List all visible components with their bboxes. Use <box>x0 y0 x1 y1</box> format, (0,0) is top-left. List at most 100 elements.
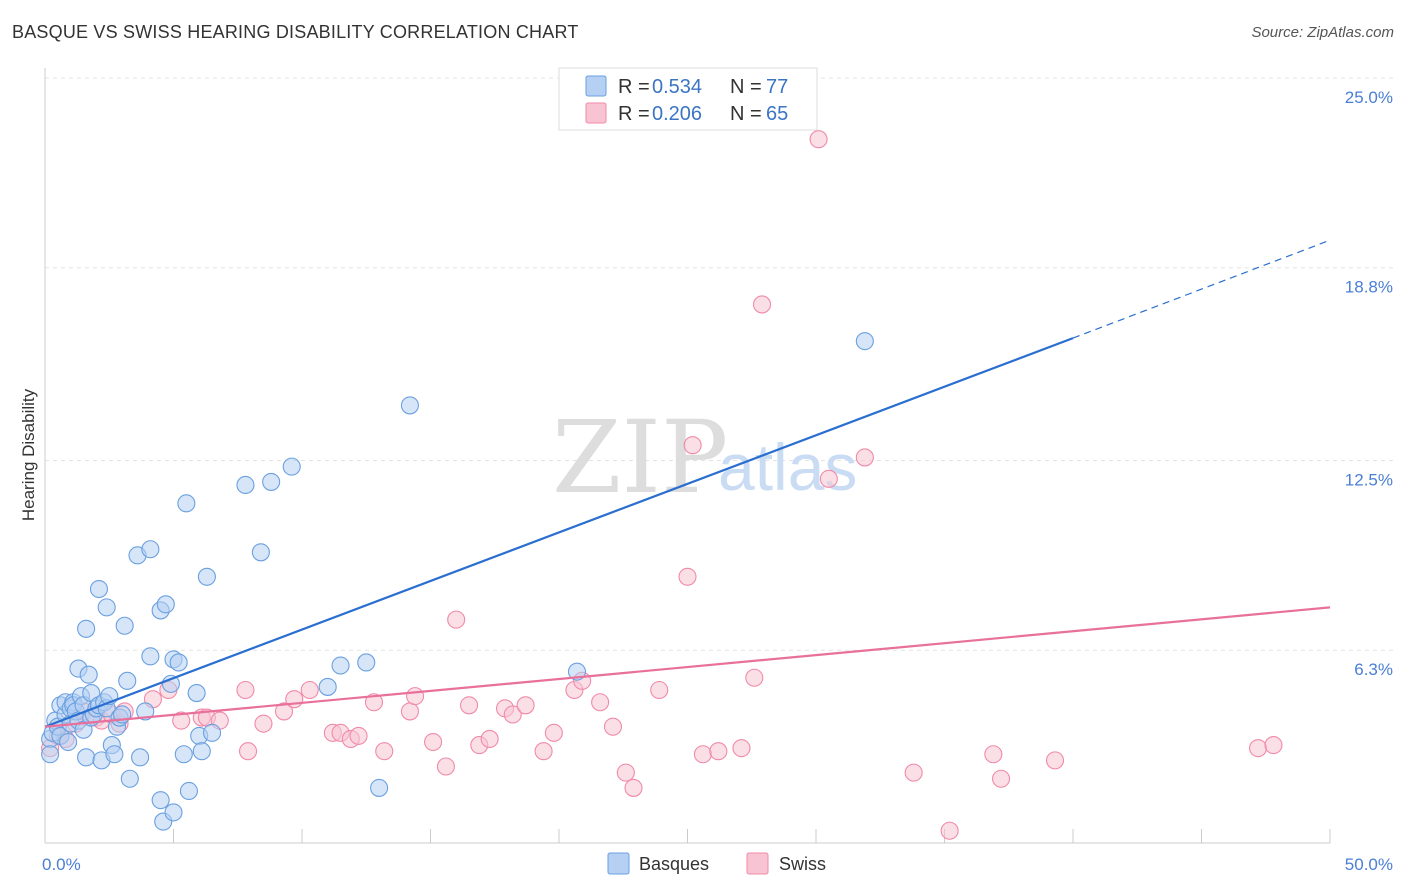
swiss-point <box>855 448 874 467</box>
watermark-atlas: atlas <box>718 430 857 504</box>
swiss-point <box>809 130 828 149</box>
basques-trend-line-dashed <box>1072 239 1331 339</box>
bottom-legend-swatch-basques <box>607 852 630 875</box>
watermark-zip: ZIP <box>552 399 728 516</box>
trend-lines <box>44 239 1331 728</box>
swiss-point <box>364 693 384 712</box>
swiss-point <box>349 726 368 745</box>
basques-point <box>156 595 175 614</box>
swiss-point <box>904 763 923 782</box>
basques-point <box>59 732 78 752</box>
swiss-point <box>591 693 610 712</box>
swiss-point <box>375 742 394 761</box>
basques-point <box>192 742 211 761</box>
legend-r-value-basques: 0.534 <box>652 76 702 98</box>
swiss-point <box>940 821 959 840</box>
swiss-point <box>732 739 751 758</box>
legend-n-value-swiss: 65 <box>766 103 788 125</box>
swiss-point <box>1045 751 1065 770</box>
basques-point <box>262 472 281 491</box>
basques-point <box>89 579 109 599</box>
legend-n-label-basques: N = <box>730 76 762 98</box>
swiss-point <box>745 668 764 687</box>
swiss-point <box>406 687 425 706</box>
swiss-point <box>436 757 455 776</box>
bottom-legend-label-swiss: Swiss <box>779 854 826 874</box>
chart-title: BASQUE VS SWISS HEARING DISABILITY CORRE… <box>12 22 579 42</box>
swiss-point <box>1264 736 1283 755</box>
basques-point <box>197 567 216 586</box>
basques-point <box>131 748 150 767</box>
x-tick-labels: 0.0% 50.0% <box>42 855 1393 874</box>
x-tick-label: 0.0% <box>42 855 81 874</box>
legend-r-label-swiss: R = <box>618 103 650 125</box>
basques-point <box>79 665 98 684</box>
swiss-point <box>300 680 319 700</box>
swiss-point <box>991 769 1011 788</box>
legend-r-label-basques: R = <box>618 76 650 98</box>
swiss-point <box>516 696 535 715</box>
basques-point <box>331 656 350 675</box>
swiss-point <box>752 295 772 314</box>
grid-lines <box>45 77 1395 651</box>
basques-point <box>187 684 206 703</box>
swiss-point <box>544 723 563 742</box>
swiss-point <box>254 714 273 733</box>
basques-point <box>177 494 196 513</box>
swiss-point <box>693 745 712 764</box>
swiss-point <box>624 778 643 797</box>
basques-point <box>282 457 301 476</box>
x-tick-label: 50.0% <box>1345 855 1393 874</box>
swiss-trend-line <box>44 606 1331 728</box>
basques-point <box>151 791 170 810</box>
y-axis-title: Hearing Disability <box>19 388 38 521</box>
swiss-point <box>480 729 499 749</box>
basques-point <box>236 475 255 495</box>
basques-point <box>136 702 155 721</box>
basques-trend-line <box>44 337 1074 728</box>
basques-point <box>179 781 198 801</box>
basques-point <box>77 748 96 767</box>
swiss-point <box>709 742 728 761</box>
y-tick-label: 12.5% <box>1345 471 1393 490</box>
legend-n-value-basques: 77 <box>766 76 788 98</box>
watermark: ZIP atlas <box>552 399 857 516</box>
basques-point <box>141 647 160 666</box>
swiss-point <box>172 711 191 730</box>
swiss-point <box>603 717 623 736</box>
swiss-point <box>650 680 669 700</box>
basques-point <box>400 396 419 415</box>
bottom-legend-swatch-swiss <box>746 852 769 875</box>
y-tick-label: 25.0% <box>1345 88 1393 107</box>
legend-r-value-swiss: 0.206 <box>652 103 702 125</box>
basques-point <box>357 653 376 672</box>
basques-point <box>105 745 124 764</box>
legend-swatch-basques <box>585 75 607 97</box>
basques-point <box>120 769 139 788</box>
swiss-point <box>274 702 294 721</box>
swiss-point <box>238 742 258 761</box>
basques-point <box>169 653 188 672</box>
basques-point <box>203 723 222 742</box>
basques-point <box>251 543 270 562</box>
swiss-point <box>984 745 1003 764</box>
swiss-point <box>534 742 553 761</box>
basques-point <box>115 616 134 635</box>
swiss-point <box>1248 739 1268 758</box>
swiss-point <box>678 567 697 586</box>
swiss-point <box>400 702 419 721</box>
y-tick-labels: 6.3% 12.5% 18.8% 25.0% <box>1345 88 1393 679</box>
basques-point <box>41 745 60 764</box>
basques-point <box>855 332 874 351</box>
swiss-point <box>683 436 702 455</box>
y-tick-label: 6.3% <box>1354 660 1393 679</box>
swiss-point <box>616 763 635 782</box>
swiss-point <box>459 696 479 715</box>
basques-point <box>118 671 137 690</box>
legend-swatch-swiss <box>585 102 607 124</box>
legend-n-label-swiss: N = <box>730 103 762 125</box>
bottom-legend-label-basques: Basques <box>639 854 709 874</box>
swiss-point <box>447 610 466 629</box>
correlation-legend: R = 0.534 N = 77 R = 0.206 N = 65 <box>558 67 818 131</box>
